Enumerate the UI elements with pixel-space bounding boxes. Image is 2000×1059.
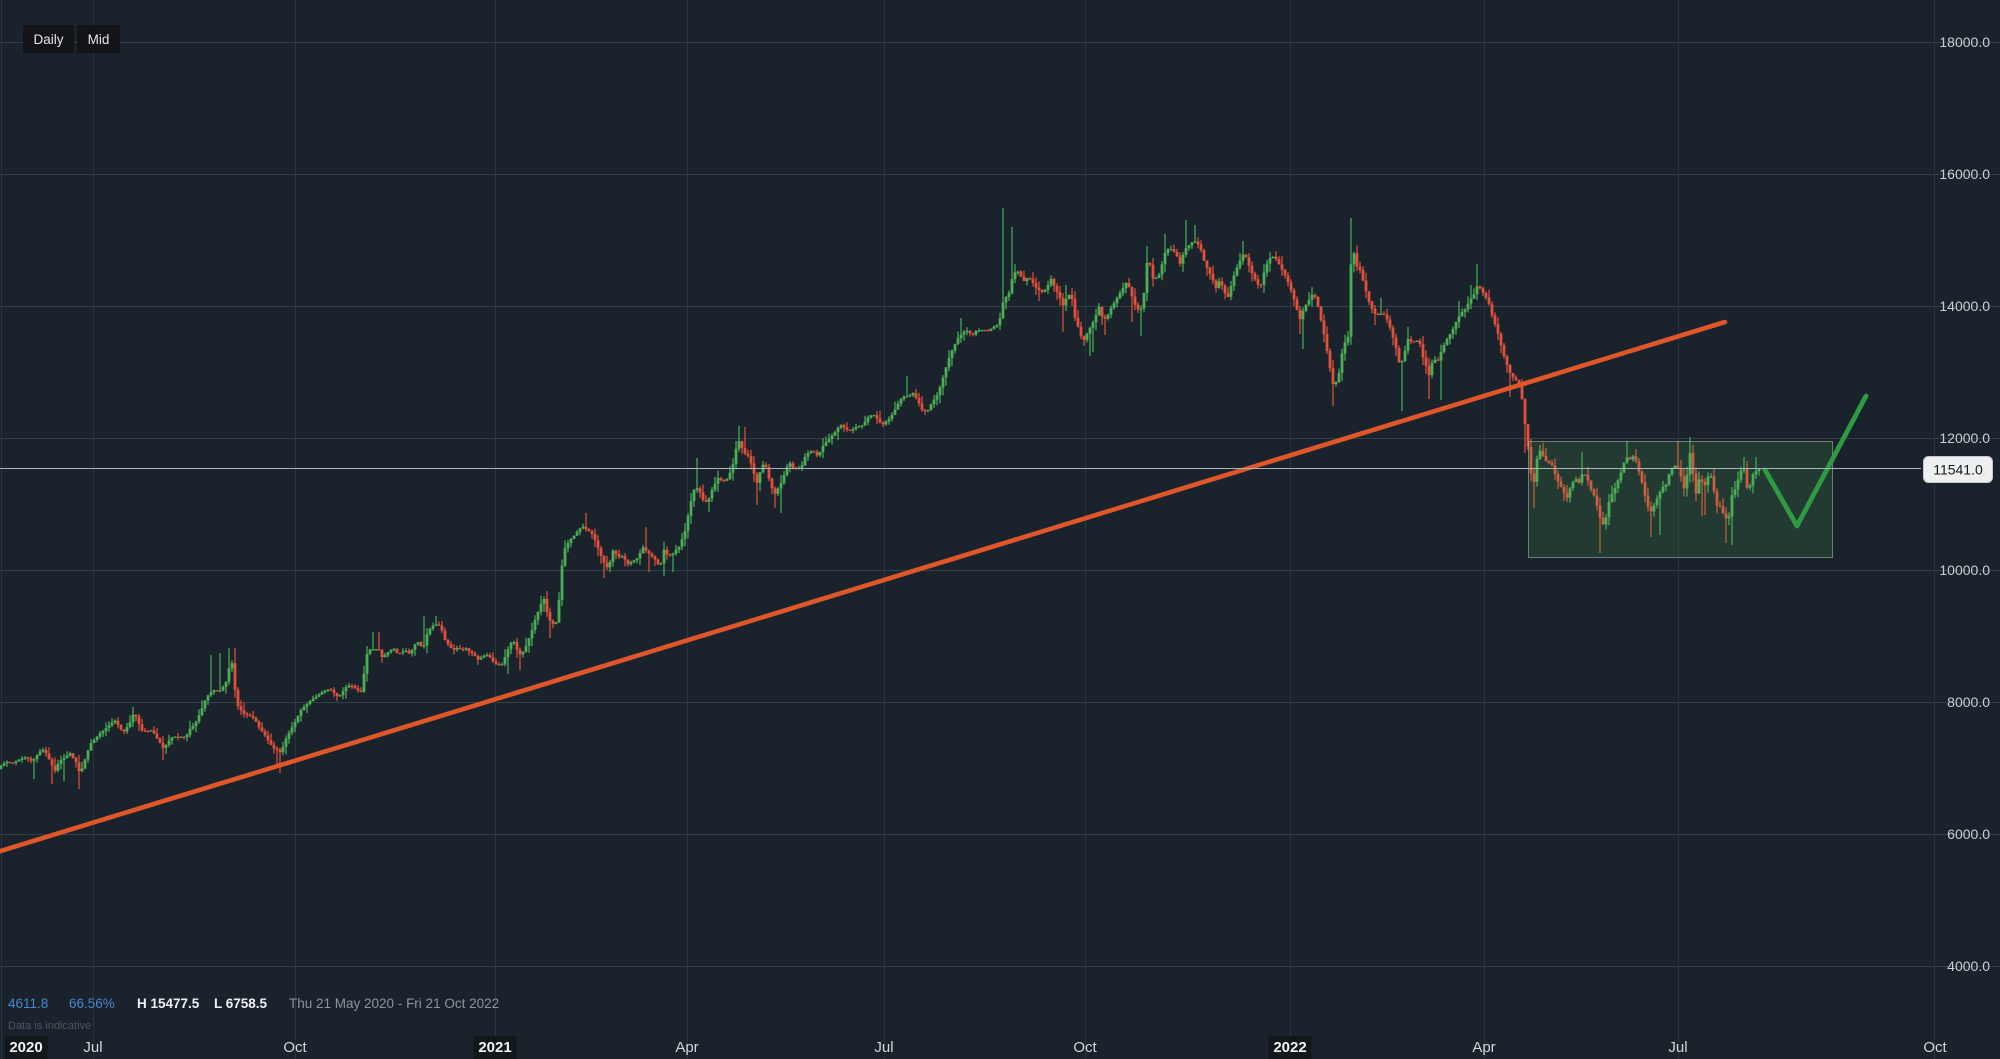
svg-text:L 6758.5: L 6758.5 <box>214 996 268 1011</box>
svg-text:H 15477.5: H 15477.5 <box>137 996 200 1011</box>
svg-text:4611.8: 4611.8 <box>8 996 48 1011</box>
svg-text:Apr: Apr <box>675 1039 698 1056</box>
svg-text:8000.0: 8000.0 <box>1947 694 1990 710</box>
svg-text:12000.0: 12000.0 <box>1939 430 1990 446</box>
svg-text:11541.0: 11541.0 <box>1933 462 1983 478</box>
svg-text:2021: 2021 <box>478 1039 511 1056</box>
svg-text:Jul: Jul <box>1668 1039 1687 1056</box>
svg-text:16000.0: 16000.0 <box>1939 166 1990 182</box>
svg-text:Daily: Daily <box>33 32 63 47</box>
svg-text:Data is indicative: Data is indicative <box>8 1020 91 1032</box>
svg-text:6000.0: 6000.0 <box>1947 826 1990 842</box>
svg-text:Mid: Mid <box>88 32 110 47</box>
svg-text:14000.0: 14000.0 <box>1939 298 1990 314</box>
svg-text:Thu 21 May 2020 - Fri 21 Oct 2: Thu 21 May 2020 - Fri 21 Oct 2022 <box>289 996 499 1011</box>
svg-text:4000.0: 4000.0 <box>1947 958 1990 974</box>
svg-text:Apr: Apr <box>1472 1039 1495 1056</box>
svg-text:Oct: Oct <box>1923 1039 1947 1056</box>
svg-text:10000.0: 10000.0 <box>1939 562 1990 578</box>
svg-text:Oct: Oct <box>1073 1039 1097 1056</box>
svg-text:Jul: Jul <box>874 1039 893 1056</box>
svg-text:18000.0: 18000.0 <box>1939 34 1990 50</box>
svg-text:Jul: Jul <box>83 1039 102 1056</box>
svg-text:66.56%: 66.56% <box>69 996 115 1011</box>
svg-text:2020: 2020 <box>9 1039 42 1056</box>
svg-text:2022: 2022 <box>1273 1039 1306 1056</box>
svg-text:Oct: Oct <box>283 1039 307 1056</box>
